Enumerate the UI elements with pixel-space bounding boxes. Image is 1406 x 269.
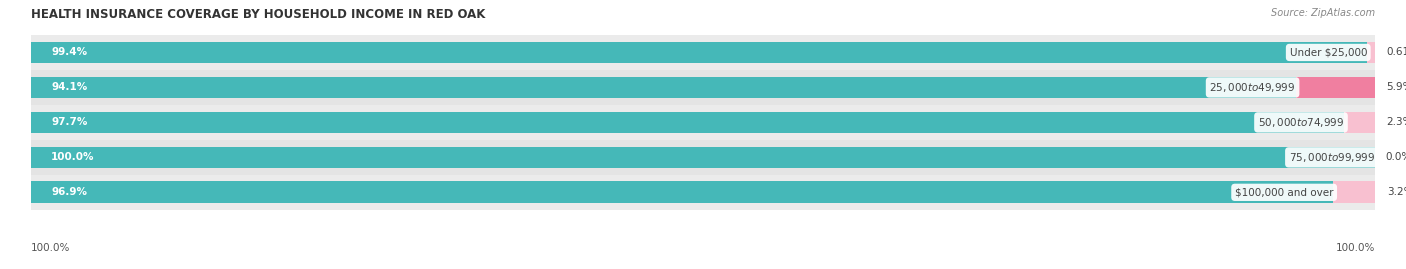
Text: $25,000 to $49,999: $25,000 to $49,999 <box>1209 81 1296 94</box>
Text: 3.2%: 3.2% <box>1388 187 1406 197</box>
Text: 97.7%: 97.7% <box>51 117 87 128</box>
Text: 5.9%: 5.9% <box>1386 82 1406 93</box>
Text: 96.9%: 96.9% <box>51 187 87 197</box>
Bar <box>1296 77 1375 98</box>
Text: 100.0%: 100.0% <box>31 243 70 253</box>
Bar <box>31 112 1344 133</box>
Text: HEALTH INSURANCE COVERAGE BY HOUSEHOLD INCOME IN RED OAK: HEALTH INSURANCE COVERAGE BY HOUSEHOLD I… <box>31 8 485 21</box>
Bar <box>31 105 1375 140</box>
Bar <box>1333 182 1376 203</box>
Text: $100,000 and over: $100,000 and over <box>1234 187 1333 197</box>
Text: 0.0%: 0.0% <box>1386 152 1406 162</box>
Text: $50,000 to $74,999: $50,000 to $74,999 <box>1258 116 1344 129</box>
Text: 0.61%: 0.61% <box>1386 47 1406 58</box>
Bar <box>31 175 1375 210</box>
Text: 100.0%: 100.0% <box>1336 243 1375 253</box>
Bar <box>1367 42 1375 63</box>
Text: Source: ZipAtlas.com: Source: ZipAtlas.com <box>1271 8 1375 18</box>
Bar <box>31 147 1375 168</box>
Text: 2.3%: 2.3% <box>1386 117 1406 128</box>
Bar <box>31 77 1296 98</box>
Bar <box>31 70 1375 105</box>
Bar <box>31 182 1333 203</box>
Bar <box>31 42 1367 63</box>
Text: Under $25,000: Under $25,000 <box>1289 47 1367 58</box>
Text: 99.4%: 99.4% <box>51 47 87 58</box>
Bar <box>31 35 1375 70</box>
Text: $75,000 to $99,999: $75,000 to $99,999 <box>1289 151 1375 164</box>
Text: 94.1%: 94.1% <box>51 82 87 93</box>
Bar <box>31 140 1375 175</box>
Bar <box>1344 112 1375 133</box>
Text: 100.0%: 100.0% <box>51 152 94 162</box>
